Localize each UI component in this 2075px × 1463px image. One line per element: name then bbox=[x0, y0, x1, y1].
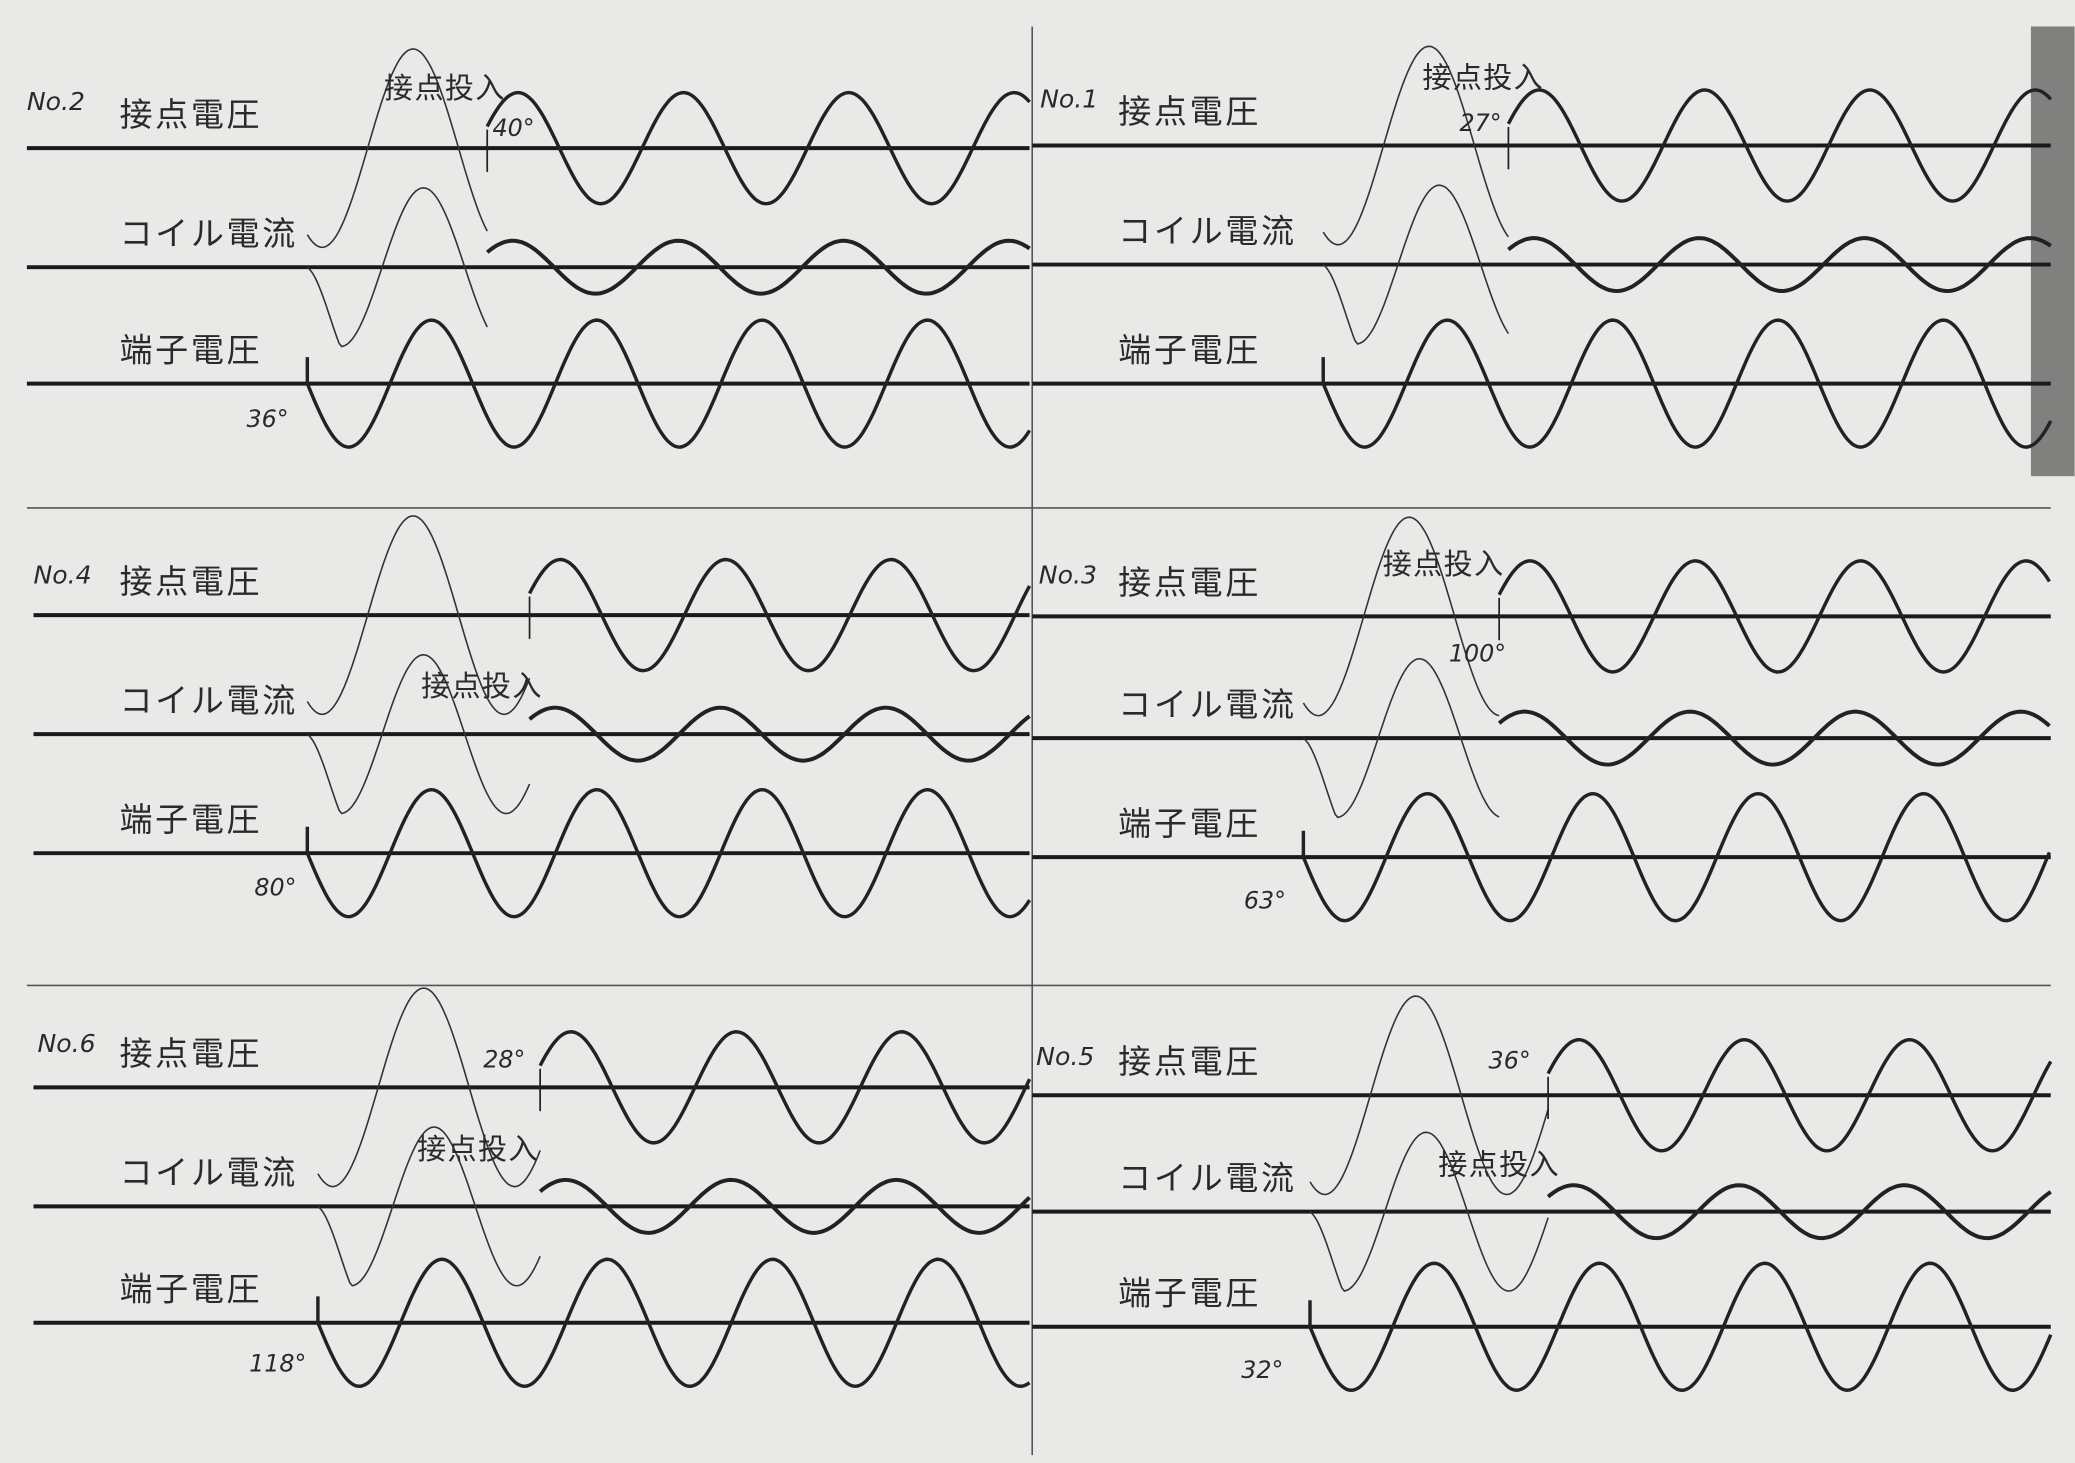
switch-label: 接点投入 bbox=[421, 669, 543, 703]
angle-label: 63° bbox=[1244, 887, 1286, 915]
trace-label: 接点電圧 bbox=[119, 95, 262, 134]
panel-label: No.2 bbox=[27, 87, 85, 116]
background bbox=[0, 0, 2074, 1463]
trace-label: 接点電圧 bbox=[119, 1034, 262, 1073]
trace-label: 端子電圧 bbox=[1118, 330, 1261, 369]
angle-label: 100° bbox=[1449, 639, 1506, 667]
switch-label: 接点投入 bbox=[1383, 547, 1505, 581]
trace-label: コイル電流 bbox=[119, 214, 297, 253]
angle-label: 118° bbox=[249, 1350, 306, 1378]
panel-label: No.6 bbox=[37, 1029, 95, 1058]
switch-label: 接点投入 bbox=[384, 71, 506, 105]
panel-label: No.3 bbox=[1039, 561, 1097, 590]
panel-label: No.4 bbox=[34, 561, 92, 590]
trace-label: 端子電圧 bbox=[119, 800, 262, 839]
switch-label: 接点投入 bbox=[1438, 1148, 1560, 1182]
scan-edge bbox=[2031, 26, 2075, 476]
switch-label: 接点投入 bbox=[1422, 60, 1544, 94]
trace-label: 端子電圧 bbox=[1118, 1274, 1261, 1313]
angle-label: 32° bbox=[1241, 1356, 1283, 1384]
trace-label: 端子電圧 bbox=[119, 1270, 262, 1309]
angle-label: 28° bbox=[483, 1045, 525, 1073]
trace-label: 接点電圧 bbox=[1118, 92, 1261, 131]
trace-label: コイル電流 bbox=[1118, 211, 1296, 250]
trace-label: コイル電流 bbox=[119, 1153, 297, 1192]
trace-label: 端子電圧 bbox=[119, 330, 262, 369]
angle-label: 80° bbox=[254, 873, 296, 901]
trace-label: 接点電圧 bbox=[1118, 563, 1261, 602]
angle-label: 27° bbox=[1459, 109, 1501, 137]
trace-label: コイル電流 bbox=[119, 681, 297, 720]
angle-label: 40° bbox=[493, 114, 535, 142]
panel-label: No.1 bbox=[1040, 85, 1098, 114]
trace-label: 接点電圧 bbox=[1118, 1042, 1261, 1081]
trace-label: コイル電流 bbox=[1118, 685, 1296, 724]
trace-label: コイル電流 bbox=[1118, 1158, 1296, 1197]
trace-label: 接点電圧 bbox=[119, 562, 262, 601]
trace-label: 端子電圧 bbox=[1118, 804, 1261, 843]
angle-label: 36° bbox=[246, 405, 288, 433]
angle-label: 36° bbox=[1489, 1047, 1531, 1075]
switch-label: 接点投入 bbox=[417, 1132, 539, 1166]
panel-label: No.5 bbox=[1036, 1042, 1094, 1071]
oscillogram-figure: No.2接点電圧コイル電流端子電圧接点投入40°36°No.1接点電圧コイル電流… bbox=[0, 0, 2075, 1463]
